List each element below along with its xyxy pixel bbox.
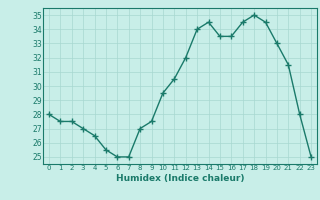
- X-axis label: Humidex (Indice chaleur): Humidex (Indice chaleur): [116, 174, 244, 183]
